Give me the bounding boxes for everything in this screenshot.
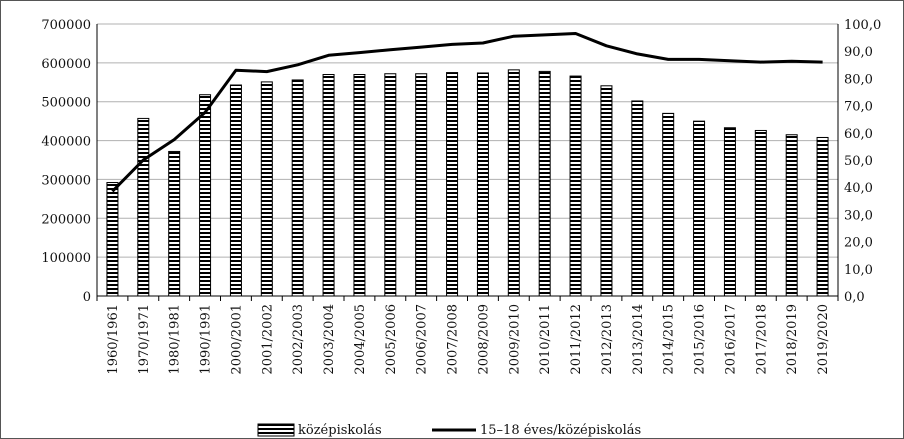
- left-tick-label: 0: [83, 290, 91, 305]
- right-tick-label: 50,0: [844, 154, 873, 169]
- bar: [199, 94, 212, 297]
- bar: [723, 127, 736, 297]
- bar: [260, 81, 273, 297]
- x-tick-label: 2016/2017: [723, 304, 738, 375]
- right-tick-label: 10,0: [844, 263, 873, 278]
- x-tick-label: 2014/2015: [662, 304, 677, 375]
- left-tick-label: 700000: [41, 18, 91, 33]
- right-tick-label: 30,0: [844, 208, 873, 223]
- x-tick-label: 1990/1991: [199, 304, 214, 375]
- x-tick-label: 1970/1971: [137, 304, 152, 375]
- x-tick-label: 2007/2008: [446, 304, 461, 375]
- x-tick-label: 2017/2018: [754, 304, 769, 375]
- bar: [662, 112, 675, 297]
- right-tick-label: 80,0: [844, 72, 873, 87]
- x-tick-label: 2012/2013: [600, 304, 615, 375]
- legend-bar-label: középiskolás: [298, 423, 382, 438]
- bar: [137, 117, 150, 297]
- bar: [168, 150, 181, 297]
- x-tick-label: 2003/2004: [322, 304, 337, 375]
- x-tick-label: 2015/2016: [693, 304, 708, 375]
- left-tick-label: 600000: [41, 57, 91, 72]
- x-tick-label: 2010/2011: [538, 304, 553, 375]
- x-tick-label: 2000/2001: [229, 304, 244, 375]
- bar: [538, 70, 551, 297]
- bar: [415, 73, 428, 297]
- bar: [507, 69, 520, 297]
- bar: [229, 84, 242, 297]
- bar: [600, 85, 613, 297]
- bar: [384, 73, 397, 297]
- bar: [569, 75, 582, 297]
- bar: [816, 136, 829, 297]
- x-tick-label: 2002/2003: [291, 304, 306, 375]
- bar: [693, 120, 706, 297]
- x-tick-label: 2013/2014: [631, 304, 646, 375]
- x-tick-label: 1980/1981: [168, 304, 183, 375]
- left-axis-tick-labels: 0 100000 200000 300000 400000 500000 600000 700…: [41, 18, 91, 305]
- bar: [785, 134, 798, 297]
- bar-series: [106, 69, 829, 297]
- bar: [322, 74, 335, 297]
- bar: [476, 72, 489, 297]
- right-tick-label: 60,0: [844, 127, 873, 142]
- x-tick-label: 2006/2007: [415, 304, 430, 375]
- x-tick-label: 1960/1961: [106, 304, 121, 375]
- x-tick-label: 2008/2009: [476, 304, 491, 375]
- bar: [446, 72, 459, 297]
- left-tick-label: 400000: [41, 135, 91, 150]
- bar: [754, 129, 767, 297]
- x-tick-label: 2019/2020: [816, 304, 831, 375]
- right-axis-tick-labels: 0,0 10,0 20,0 30,0 40,0 50,0 60,0 70,0 80,0 90,0 1…: [844, 18, 881, 305]
- legend: középiskolás 15–18 éves/középiskolás: [257, 423, 641, 438]
- right-tick-label: 40,0: [844, 181, 873, 196]
- left-tick-label: 200000: [41, 212, 91, 227]
- x-axis-tick-labels: 1960/1961 1970/1971 1980/1981 1990/1991 2000…: [106, 304, 831, 375]
- legend-line-label: 15–18 éves/középiskolás: [480, 423, 641, 438]
- axes: [96, 24, 839, 301]
- right-tick-label: 100,0: [844, 18, 881, 33]
- left-tick-label: 500000: [41, 96, 91, 111]
- x-tick-label: 2004/2005: [353, 304, 368, 375]
- x-tick-label: 2001/2002: [260, 304, 275, 375]
- right-tick-label: 0,0: [844, 290, 865, 305]
- left-tick-label: 100000: [41, 251, 91, 266]
- bar: [353, 74, 366, 297]
- right-tick-label: 70,0: [844, 100, 873, 115]
- x-tick-label: 2009/2010: [507, 304, 522, 375]
- x-tick-label: 2011/2012: [569, 304, 584, 375]
- bar: [631, 100, 644, 297]
- right-tick-label: 20,0: [844, 236, 873, 251]
- left-tick-label: 300000: [41, 173, 91, 188]
- x-tick-label: 2018/2019: [785, 304, 800, 375]
- bar: [291, 79, 304, 297]
- line-series: [111, 32, 823, 193]
- legend-bar-swatch: [257, 423, 295, 437]
- x-tick-label: 2005/2006: [384, 304, 399, 375]
- right-tick-label: 90,0: [844, 45, 873, 60]
- bar: [106, 182, 119, 297]
- series-line: [111, 32, 823, 193]
